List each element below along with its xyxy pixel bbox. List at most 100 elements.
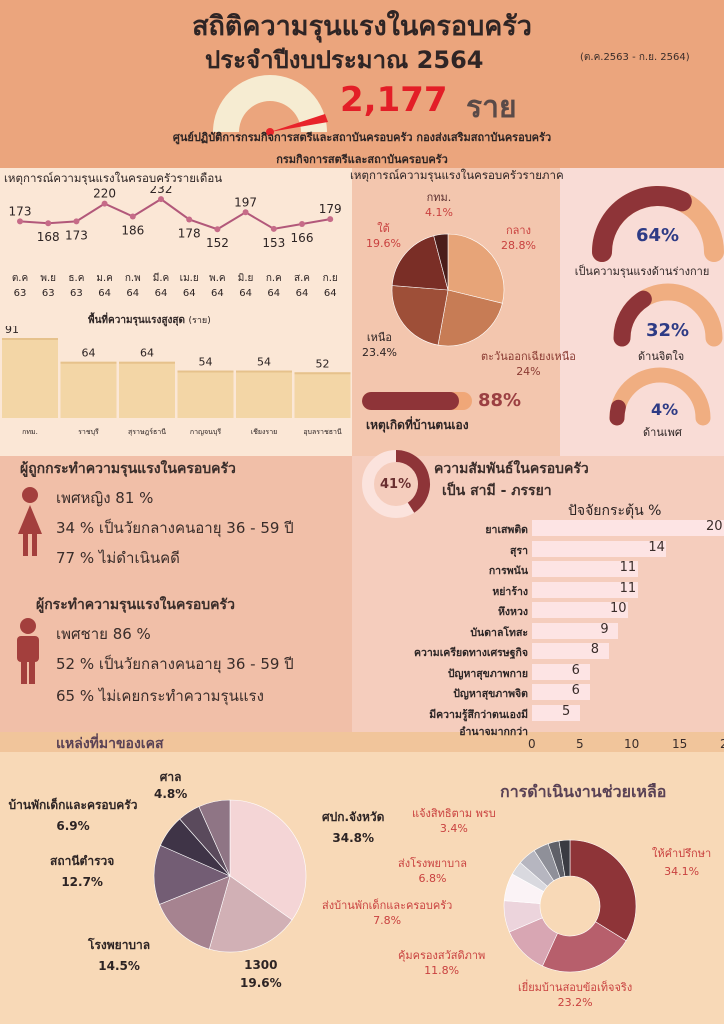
factor-bar-9: [532, 704, 580, 721]
area-bar-top-5: [294, 372, 351, 375]
factor-label-9: มีความรู้สึกว่าตนเองมีอำนาจมากกว่า: [429, 708, 528, 738]
type-physical-label: เป็นความรุนแรงด้านร่างกาย: [574, 265, 710, 278]
regional-pie-chart: [391, 233, 505, 347]
gauge-hub: [266, 128, 274, 136]
page-subtitle: ประจำปีงบประมาณ 2564: [205, 46, 484, 74]
factor-label-8: ปัญหาสุขภาพจิต: [453, 688, 528, 700]
factor-value-8: 6: [571, 683, 580, 698]
area-bar-1: [60, 361, 117, 418]
area-name-label-5: อุบลราชธานี: [303, 428, 342, 436]
region-label-northeast-pct: 24%: [516, 365, 541, 378]
victim-no-prosecution: 77 % ไม่ดำเนินคดี: [56, 549, 180, 567]
source-label-court-pct: 4.8%: [154, 787, 188, 801]
monthly-value-label-10: 166: [291, 231, 314, 245]
assist-label-protection: คุ้มครองสวัสดิภาพ 11.8%: [398, 946, 485, 977]
monthly-line-chart: 173 168 173 220 186 232 178 152 197 153 166 179 ต.ค 6…: [9, 186, 342, 299]
monthly-tick-year-5: 64: [155, 288, 168, 299]
sources-pie-chart: [153, 799, 307, 953]
monthly-tick-year-8: 64: [239, 288, 252, 299]
monthly-value-label-5: 232: [150, 186, 173, 196]
monthly-tick-month-6: เม.ย: [180, 273, 199, 284]
monthly-value-label-0: 173: [9, 204, 32, 218]
monthly-tick-year-6: 64: [183, 288, 196, 299]
type-gauge-fill-2: [609, 399, 626, 426]
regional-chart-title: เหตุการณ์ความรุนแรงในครอบครัวรายภาค: [350, 168, 564, 182]
assist-label-rights-name: แจ้งสิทธิตาม พรบ: [412, 807, 496, 820]
monthly-point-2: [73, 218, 80, 225]
perpetrators-title: ผู้กระทำความรุนแรงในครอบครัว: [36, 597, 235, 613]
monthly-tick-month-8: มิ.ย: [238, 273, 254, 284]
source-label-1300-name: 1300: [244, 958, 278, 972]
source-label-police: สถานีตำรวจ 12.7%: [50, 852, 114, 889]
source-slice-6: [198, 799, 231, 877]
area-value-label-1: 64: [82, 347, 96, 360]
monthly-tick-month-4: ก.พ: [125, 273, 141, 284]
source-label-shelter-name: บ้านพักเด็กและครอบครัว: [8, 798, 138, 812]
region-label-bkk: กทม. 4.1%: [425, 188, 453, 219]
area-name-label-3: กาญจนบุรี: [190, 428, 221, 436]
monthly-point-0: [17, 218, 23, 225]
region-label-south: ใต้ 19.6%: [366, 219, 401, 250]
region-label-bkk-name: กทม.: [426, 191, 452, 204]
source-slice-3: [153, 844, 231, 905]
home-progress-track: [362, 392, 472, 410]
sources-title-band: [0, 732, 724, 752]
factor-axis-tick-3: 15: [672, 737, 688, 751]
monthly-point-4: [129, 213, 136, 220]
assist-slice-9: [558, 839, 571, 877]
region-label-north-name: เหนือ: [366, 331, 393, 344]
regional-slice-2: [391, 285, 449, 346]
regional-slice-3: [391, 235, 449, 291]
monthly-tick-year-3: 64: [98, 288, 111, 299]
monthly-value-label-9: 153: [262, 236, 285, 250]
monthly-tick-month-1: พ.ย: [40, 273, 56, 284]
factor-bar-4: [532, 602, 628, 618]
factor-bar-8: [532, 684, 590, 700]
source-label-shelter: บ้านพักเด็กและครอบครัว 6.9%: [0, 796, 146, 833]
monthly-tick-year-9: 64: [267, 288, 280, 299]
type-mental-label: ด้านจิตใจ: [638, 350, 685, 363]
violence-type-gauges: [592, 186, 724, 426]
monthly-tick-year-11: 64: [324, 288, 337, 299]
type-gauge-track-2: [609, 367, 711, 426]
factor-label-5: บันดาลโทสะ: [470, 626, 528, 639]
region-label-northeast-name: ตะวันออกเฉียงเหนือ: [481, 350, 576, 363]
assistance-title: การดำเนินงานช่วยเหลือ: [500, 782, 667, 801]
factor-axis-tick-4: 20: [720, 737, 724, 751]
factor-label-3: หย่าร้าง: [492, 585, 528, 598]
source-label-court: ศาล 4.8%: [154, 768, 187, 801]
victim-age: 34 % เป็นวัยกลางคนอายุ 36 - 59 ปี: [56, 519, 294, 537]
factor-label-2: การพนัน: [488, 565, 528, 577]
period-label: (ต.ค.2563 - ก.ย. 2564): [580, 52, 690, 63]
area-value-label-2: 64: [140, 347, 154, 360]
area-name-label-2: สุราษฎร์ธานี: [128, 428, 166, 436]
monthly-point-3: [101, 200, 108, 207]
people-panel-background: [0, 456, 352, 732]
area-bar-top-0: [2, 338, 58, 340]
top-areas-unit: (ราย): [188, 316, 211, 326]
assist-label-rights-pct: 3.4%: [439, 822, 468, 835]
relationship-donut: [362, 450, 430, 518]
factor-label-7: ปัญหาสุขภาพกาย: [447, 667, 528, 680]
home-progress-fill: [362, 392, 459, 410]
monthly-tick-month-0: ต.ค: [12, 273, 28, 284]
area-value-label-0: 91: [5, 326, 19, 336]
source-label-shelter-pct: 6.9%: [56, 819, 90, 833]
relationship-fill: [395, 450, 430, 513]
region-label-central: กลาง 28.8%: [501, 221, 536, 252]
perpetrator-gender: เพศชาย 86 %: [56, 625, 151, 643]
source-slice-0: [229, 799, 307, 921]
victim-gender: เพศหญิง 81 %: [56, 489, 154, 507]
area-bar-5: [294, 372, 351, 418]
regional-slice-0: [447, 233, 505, 304]
assistance-donut-chart: [503, 839, 637, 973]
monthly-tick-month-2: ธ.ค: [68, 273, 84, 284]
monthly-tick-year-4: 64: [126, 288, 139, 299]
monthly-point-8: [242, 209, 249, 216]
type-mental-pct: 32%: [646, 320, 690, 341]
source-label-province-pct: 34.8%: [332, 831, 375, 845]
monthly-point-11: [327, 216, 334, 223]
factor-value-1: 14: [648, 539, 665, 555]
relationship-line-2: เป็น สามี - ภรรยา: [442, 483, 552, 499]
region-label-north: เหนือ 23.4%: [362, 328, 397, 359]
